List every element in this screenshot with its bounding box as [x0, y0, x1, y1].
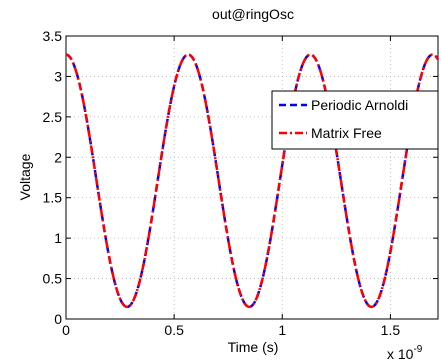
series-layer	[65, 53, 440, 309]
y-tick-label: 2.5	[43, 109, 63, 125]
legend-label-periodic-arnoldi: Periodic Arnoldi	[311, 97, 408, 113]
plot-area	[65, 35, 439, 320]
axis-ticks	[65, 35, 438, 320]
series-line-matrix-free	[65, 53, 440, 309]
x-exponent-power: -9	[413, 344, 422, 355]
x-tick-label: 1.5	[381, 322, 401, 338]
legend-label-matrix-free: Matrix Free	[311, 125, 382, 141]
legend: Periodic Arnoldi Matrix Free	[271, 90, 439, 150]
y-tick-label: 0.5	[43, 271, 63, 287]
y-tick-label: 3.5	[43, 28, 63, 44]
x-tick-label: 1	[278, 322, 286, 338]
legend-box	[271, 90, 439, 150]
y-tick-label: 1	[54, 230, 62, 246]
y-tick-label: 1.5	[43, 190, 63, 206]
y-tick-label: 0	[54, 311, 62, 327]
y-tick-label: 3	[54, 68, 62, 84]
y-tick-label: 2	[54, 149, 62, 165]
x-tick-label: 0.5	[164, 322, 184, 338]
y-axis-label: Voltage	[17, 153, 33, 200]
x-exponent-base: x 10	[387, 346, 414, 362]
tick-labels: 0 0.5 1 1.5 0 0.5 1 1.5 2 2.5 3 3.5	[43, 28, 401, 338]
x-exponent-label: x 10-9	[387, 344, 423, 362]
chart-title: out@ringOsc	[212, 6, 294, 22]
x-axis-label: Time (s)	[228, 339, 279, 355]
x-tick-label: 0	[62, 322, 70, 338]
